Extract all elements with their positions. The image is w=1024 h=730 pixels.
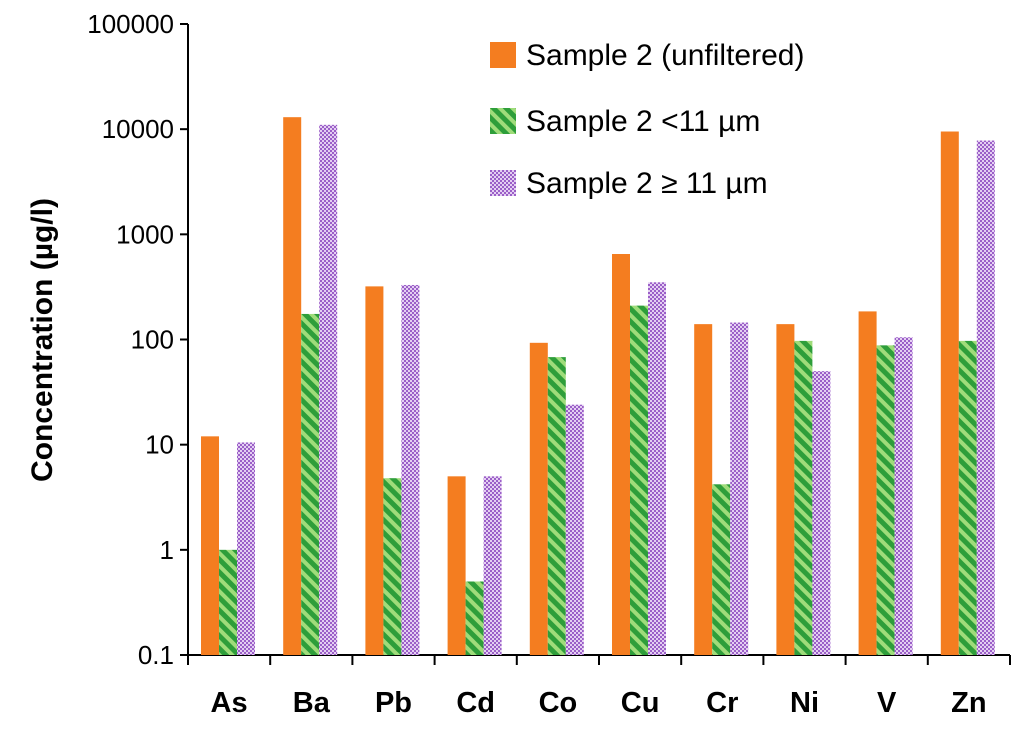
y-tick-label: 10000	[102, 114, 174, 144]
x-tick-label: Cr	[706, 687, 738, 719]
bar-ge11-ba	[319, 124, 338, 655]
y-axis: 0.1 1 10 100 1000 10000 100000	[87, 9, 189, 670]
bar-ge11-cr	[730, 322, 749, 655]
legend-swatch-unfiltered	[490, 42, 516, 68]
bar-series-group	[201, 117, 995, 656]
bar-lt11-zn	[958, 340, 977, 655]
bar-lt11-cu	[630, 305, 648, 655]
legend-label-lt11: Sample 2 <11 µm	[526, 105, 760, 138]
y-tick-label: 100000	[87, 9, 174, 39]
bar-unfiltered-v	[858, 311, 877, 655]
bar-lt11-pb	[383, 478, 402, 655]
x-tick-label: As	[211, 687, 248, 719]
bar-unfiltered-pb	[365, 286, 384, 655]
legend-swatch-ge11	[490, 170, 516, 196]
y-tick-label: 1	[160, 535, 174, 565]
x-tick-label: Cd	[456, 687, 495, 719]
y-tick-label: 0.1	[138, 640, 174, 670]
x-tick-label: Ni	[790, 687, 819, 719]
y-axis-title: Concentration (µg/l)	[26, 198, 59, 482]
x-tick-label: Co	[539, 687, 578, 719]
legend-label-ge11: Sample 2 ≥ 11 µm	[526, 167, 768, 200]
x-tick-label: V	[877, 687, 897, 719]
x-tick-label: Pb	[375, 687, 412, 719]
bar-unfiltered-ba	[283, 117, 302, 656]
bar-lt11-as	[219, 549, 237, 655]
bar-lt11-ba	[301, 313, 320, 655]
bar-unfiltered-as	[201, 436, 219, 655]
bar-unfiltered-cd	[447, 476, 466, 655]
bar-unfiltered-zn	[940, 131, 959, 655]
y-tick-label: 1000	[116, 219, 174, 249]
y-tick-label: 10	[145, 430, 174, 460]
bar-unfiltered-co	[529, 342, 548, 655]
bar-unfiltered-cr	[694, 324, 713, 655]
bar-ge11-v	[894, 337, 913, 655]
bar-lt11-ni	[794, 340, 813, 655]
x-tick-label: Zn	[951, 687, 986, 719]
bar-ge11-as	[237, 442, 255, 655]
legend-label-unfiltered: Sample 2 (unfiltered)	[526, 39, 804, 72]
bar-ge11-ni	[812, 371, 831, 655]
bar-ge11-cd	[483, 476, 502, 655]
bar-lt11-cr	[712, 484, 731, 655]
x-axis: As Ba Pb Cd Co Cu Cr Ni V Zn	[187, 654, 1011, 719]
bar-ge11-cu	[648, 282, 666, 655]
x-tick-label: Cu	[621, 687, 660, 719]
bar-lt11-v	[876, 345, 895, 655]
bar-unfiltered-ni	[776, 324, 795, 655]
legend-swatch-lt11	[490, 108, 516, 134]
x-tick-label: Ba	[293, 687, 331, 719]
bar-ge11-co	[565, 404, 584, 655]
bar-lt11-co	[547, 357, 566, 655]
y-tick-label: 100	[131, 325, 174, 355]
legend: Sample 2 (unfiltered) Sample 2 <11 µm Samp…	[490, 39, 804, 200]
bar-unfiltered-cu	[612, 254, 630, 655]
bar-ge11-zn	[976, 140, 995, 656]
bar-lt11-cd	[465, 581, 484, 655]
bar-ge11-pb	[401, 284, 420, 655]
